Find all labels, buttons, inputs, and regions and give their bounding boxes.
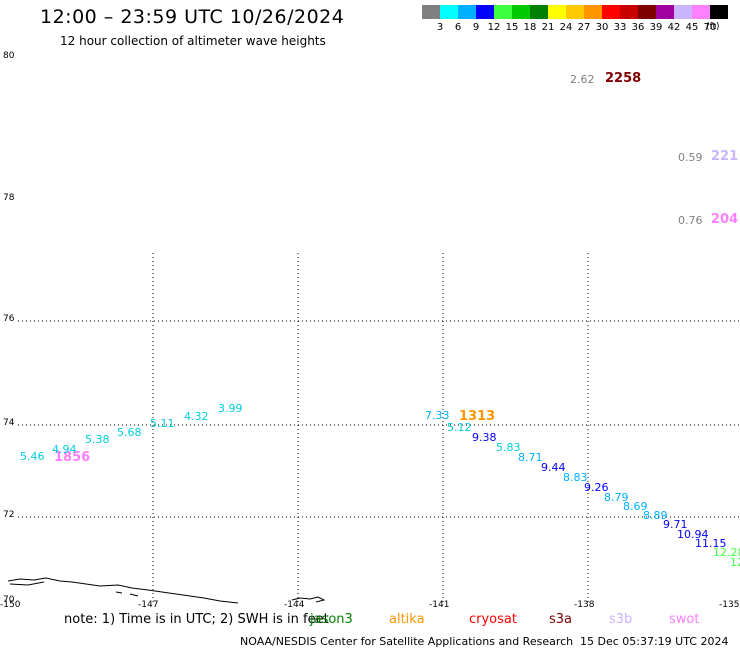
- wave-height-value: 9.26: [584, 481, 609, 494]
- track-label: 0.76: [678, 214, 703, 227]
- colorbar-tick-label: 21: [541, 22, 555, 33]
- wave-height-value: 8.83: [563, 471, 588, 484]
- track-label: 204: [711, 212, 739, 227]
- footnote: note: 1) Time is in UTC; 2) SWH is in fe…: [64, 612, 329, 627]
- wave-height-value: 8.79: [604, 491, 629, 504]
- colorbar-tick-label: 39: [649, 22, 663, 33]
- wave-height-value: 12: [730, 556, 740, 569]
- map-subtitle: 12 hour collection of altimeter wave hei…: [60, 34, 326, 48]
- wave-height-value: 5.38: [85, 433, 110, 446]
- wave-height-value: 3.99: [218, 402, 243, 415]
- colorbar-swatch: [458, 5, 476, 19]
- wave-height-value: 9.71: [663, 518, 688, 531]
- colorbar-tick-label: 42: [667, 22, 681, 33]
- colorbar-tick-label: 30: [595, 22, 609, 33]
- wave-height-value: 8.89: [643, 509, 668, 522]
- colorbar-tick-label: 36: [631, 22, 645, 33]
- longitude-label: -147: [138, 600, 159, 610]
- latitude-label: 80: [3, 51, 15, 61]
- wave-height-value: 8.69: [623, 500, 648, 513]
- colorbar-tick-label: 3: [436, 22, 444, 33]
- colorbar-swatch: [602, 5, 620, 19]
- wave-height-value: 5.11: [150, 417, 175, 430]
- wave-height-value: 10.94: [677, 528, 709, 541]
- latitude-label: 78: [3, 193, 15, 203]
- wave-height-value: 4.94: [52, 443, 77, 456]
- coastline: [7, 577, 326, 604]
- latitude-label: 70: [3, 595, 15, 605]
- latitude-label: 74: [3, 418, 15, 428]
- colorbar-swatch: [530, 5, 548, 19]
- colorbar-tick-label: 24: [559, 22, 573, 33]
- latitude-label: 76: [3, 314, 15, 324]
- colorbar-tick-label: 6: [454, 22, 462, 33]
- wave-height-value: 5.46: [20, 450, 45, 463]
- satellite-legend-item: swot: [669, 612, 700, 627]
- longitude-label: -150: [0, 600, 21, 610]
- colorbar-tick-label: 9: [472, 22, 480, 33]
- colorbar-swatch: [656, 5, 674, 19]
- track-label: 1856: [54, 450, 91, 465]
- colorbar-swatch: [638, 5, 656, 19]
- track-label: 1313: [459, 409, 496, 424]
- satellite-legend-item: s3b: [609, 612, 633, 627]
- wave-height-value: 12.28: [713, 546, 740, 559]
- colorbar-tick-label: 15: [505, 22, 519, 33]
- satellite-legend-item: altika: [389, 612, 425, 627]
- track-label: 2.62: [570, 73, 595, 86]
- wave-height-value: 9.44: [541, 461, 566, 474]
- track-label: 0.59: [678, 151, 703, 164]
- credit-line: NOAA/NESDIS Center for Satellite Applica…: [240, 635, 574, 648]
- latitude-label: 72: [3, 510, 15, 520]
- satellite-legend-item: jason3: [310, 612, 353, 627]
- colorbar-swatch: [494, 5, 512, 19]
- colorbar-tick-label: 70: [703, 22, 717, 33]
- wave-height-value: 4.32: [184, 410, 209, 423]
- map-title: 12:00 – 23:59 UTC 10/26/2024: [40, 6, 345, 28]
- colorbar-swatch: [584, 5, 602, 19]
- colorbar-tick-label: 27: [577, 22, 591, 33]
- colorbar-unit: (ft): [706, 22, 720, 32]
- track-label: 221: [711, 149, 739, 164]
- colorbar-swatch: [512, 5, 530, 19]
- colorbar-tick-label: 12: [487, 22, 501, 33]
- colorbar-swatch: [548, 5, 566, 19]
- wave-height-value: 7.33: [425, 409, 450, 422]
- wave-height-value: 11.15: [695, 537, 727, 550]
- longitude-label: -141: [429, 600, 450, 610]
- wave-height-value: 8.71: [518, 451, 543, 464]
- longitude-label: -135: [719, 600, 740, 610]
- satellite-legend-item: cryosat: [469, 612, 517, 627]
- colorbar-swatch: [620, 5, 638, 19]
- colorbar-tick-label: 45: [685, 22, 699, 33]
- colorbar-tick-label: 18: [523, 22, 537, 33]
- colorbar-tick-label: 33: [613, 22, 627, 33]
- colorbar-swatch: [566, 5, 584, 19]
- track-label: 2258: [605, 71, 642, 86]
- wave-height-value: 9.38: [472, 431, 497, 444]
- colorbar-swatch: [710, 5, 728, 19]
- wave-height-value: 5.12: [447, 421, 472, 434]
- longitude-label: -138: [574, 600, 595, 610]
- wave-height-value: 5.68: [117, 426, 142, 439]
- wave-height-value: 5.83: [496, 441, 521, 454]
- colorbar-swatch: [692, 5, 710, 19]
- colorbar-swatch: [422, 5, 440, 19]
- colorbar-swatch: [674, 5, 692, 19]
- colorbar-swatch: [440, 5, 458, 19]
- satellite-legend-item: s3a: [549, 612, 573, 627]
- colorbar-swatch: [476, 5, 494, 19]
- longitude-label: -144: [284, 600, 305, 610]
- generated-timestamp: 15 Dec 05:37:19 UTC 2024: [580, 635, 729, 648]
